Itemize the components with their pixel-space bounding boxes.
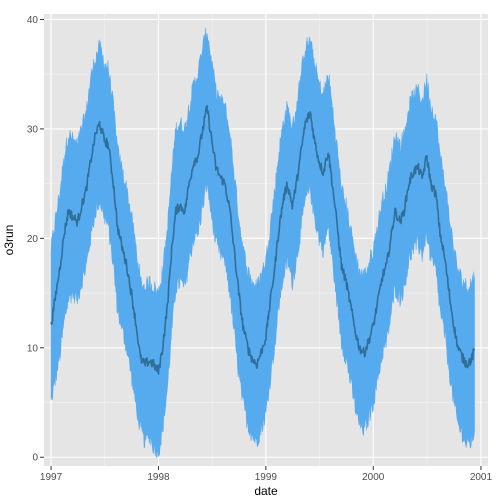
y-tick-label: 0 <box>32 453 38 464</box>
y-axis: 0 10 20 30 40 <box>27 15 44 464</box>
x-axis: 1997 1998 1999 2000 2001 <box>40 466 493 483</box>
y-tick-label: 40 <box>27 15 39 26</box>
x-tick-label: 2000 <box>362 472 385 483</box>
y-tick-label: 30 <box>27 124 39 135</box>
line-layer <box>50 104 475 375</box>
ribbon-area <box>50 27 475 459</box>
o3run-line <box>50 104 475 375</box>
x-tick-label: 2001 <box>470 472 493 483</box>
y-axis-title: o3run <box>2 225 16 256</box>
x-tick-label: 1997 <box>40 472 63 483</box>
ribbon-layer <box>50 27 475 459</box>
y-tick-label: 20 <box>27 234 39 245</box>
y-tick-label: 10 <box>27 343 39 354</box>
x-tick-label: 1999 <box>255 472 278 483</box>
x-axis-title: date <box>254 484 278 498</box>
x-tick-label: 1998 <box>147 472 170 483</box>
